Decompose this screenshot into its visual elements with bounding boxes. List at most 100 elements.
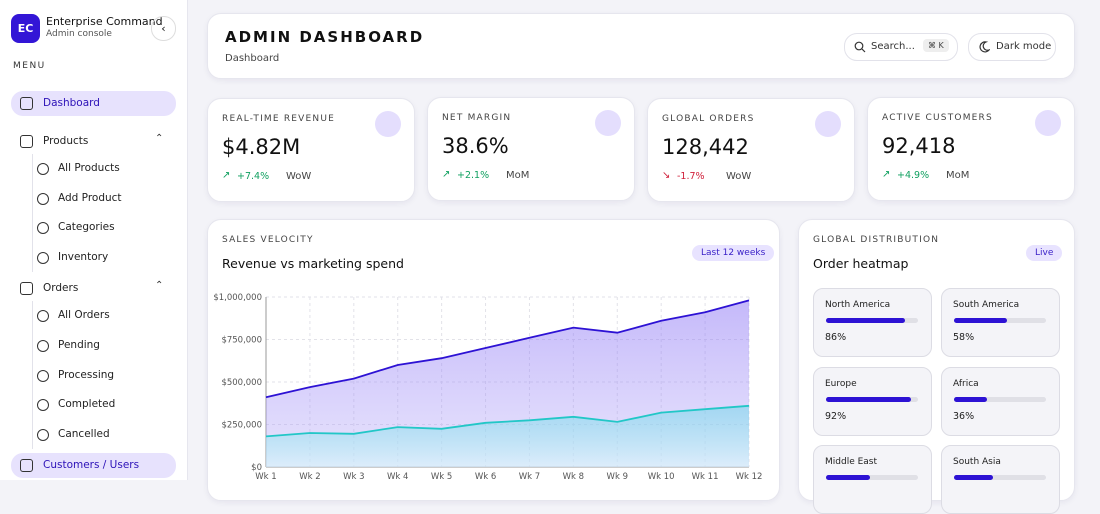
region-bar [954,475,993,480]
brand-logo: EC [11,14,40,43]
subnav-item[interactable]: Add Product [58,191,122,204]
subnav-icon [37,251,49,264]
subnav-icon [37,399,49,412]
kpi-trend-arrow: ↗ [222,170,231,181]
distribution-eyebrow: GLOBAL DISTRIBUTION [813,235,940,245]
x-tick-label: Wk 8 [563,472,584,480]
region-name: Middle East [825,457,878,467]
search-button[interactable]: Search... ⌘ K [844,33,958,61]
chart-eyebrow: SALES VELOCITY [222,235,314,245]
nav-icon [20,282,33,296]
nav-item[interactable]: Customers / Users [43,459,140,472]
distribution-title: Order heatmap [813,256,909,271]
theme-toggle[interactable]: Dark mode [968,33,1056,61]
x-tick-label: Wk 12 [736,472,763,480]
kpi-value: 38.6% [442,134,509,158]
kpi-trend-arrow: ↗ [882,169,891,180]
x-tick-label: Wk 7 [519,472,540,480]
nav-active-bg [11,91,176,116]
region-bar [954,318,1008,323]
subnav-icon [37,163,49,175]
nav-item[interactable]: Products [43,135,89,147]
nav-chevron: ⌃ [155,133,164,144]
x-tick-label: Wk 2 [299,472,320,480]
kpi-label: REAL-TIME REVENUE [222,114,336,124]
subnav-item[interactable]: All Products [58,162,120,174]
menu-label: MENU [13,61,46,71]
region-value: 86% [825,332,847,343]
region-bar [826,475,871,480]
series-line [265,299,750,399]
y-tick-label: $250,000 [221,421,262,431]
region-bar [826,396,911,402]
kpi-period: WoW [286,171,312,182]
subnav-icon [37,428,49,441]
sales-chart: $0 $250,000 $500,000 $750,000 $1,000,000 Wk 1… [213,293,763,480]
region-name: South Asia [953,457,1001,467]
kpi-label: GLOBAL ORDERS [662,114,755,124]
subnav-item[interactable]: Inventory [58,250,109,263]
y-tick-label: $750,000 [221,336,262,346]
x-tick-label: Wk 11 [692,472,719,480]
x-tick-label: Wk 4 [387,472,408,480]
kpi-label: NET MARGIN [442,113,512,123]
distribution-badge: Live [1026,245,1063,261]
region-bar [826,318,906,323]
kpi-period: MoM [506,170,530,181]
subnav-item[interactable]: Cancelled [58,427,110,440]
subnav-icon [37,369,49,382]
kpi-change: +4.9% [897,170,930,181]
subnav-icon [37,222,49,235]
kpi-change: +7.4% [237,171,270,182]
y-tick-label: $1,000,000 [213,293,262,303]
kpi-icon [1035,110,1061,136]
subnav-item[interactable]: All Orders [58,309,110,322]
nav-chevron: ⌃ [155,280,164,292]
kpi-value: 92,418 [882,134,956,158]
kpi-period: MoM [946,170,970,181]
region-name: South America [953,300,1020,310]
kpi-trend-arrow: ↘ [662,170,671,181]
subnav-item[interactable]: Completed [58,398,116,411]
nav-icon [20,135,33,148]
breadcrumb: Dashboard [225,53,280,64]
kpi-value: 128,442 [662,135,749,159]
x-tick-label: Wk 10 [648,472,675,480]
chart-badge: Last 12 weeks [692,245,775,261]
y-tick-label: $500,000 [221,378,262,388]
nav-item[interactable]: Orders [43,282,79,295]
subnav-item[interactable]: Pending [58,339,100,351]
region-name: North America [825,300,891,310]
subnav-icon [37,192,49,205]
kpi-period: WoW [726,171,752,182]
sidebar [0,0,188,480]
search-placeholder: Search... [871,41,915,52]
x-tick-label: Wk 6 [475,472,496,480]
nav-active-bg [11,453,176,479]
subnav-item[interactable]: Processing [58,368,115,381]
subnav-icon [37,310,49,323]
region-value: 92% [825,410,847,422]
kpi-icon [375,111,401,137]
region-bar-track [826,475,918,480]
kpi-value: $4.82M [222,135,301,159]
page: EC Enterprise Command Admin console ‹ ME… [0,0,1075,514]
subnav-item[interactable]: Categories [58,221,115,234]
x-tick-label: Wk 3 [343,472,364,480]
nav-item[interactable]: Dashboard [43,97,100,109]
collapse-button[interactable]: ‹ [151,16,176,41]
region-value: 36% [953,410,975,422]
region-bar [954,396,988,402]
x-tick-label: Wk 5 [431,472,452,480]
kpi-change: -1.7% [677,171,705,182]
region-bar-track [954,475,1046,480]
nav-tree-line [32,154,33,273]
region-name: Europe [825,378,857,389]
page-title: ADMIN DASHBOARD [225,28,425,46]
brand-title: Enterprise Command [46,15,163,28]
theme-toggle-label: Dark mode [996,41,1052,52]
kpi-icon [815,111,841,137]
x-tick-label: Wk 1 [255,472,276,480]
region-value: 58% [953,332,975,343]
nav-tree-line [32,301,33,450]
